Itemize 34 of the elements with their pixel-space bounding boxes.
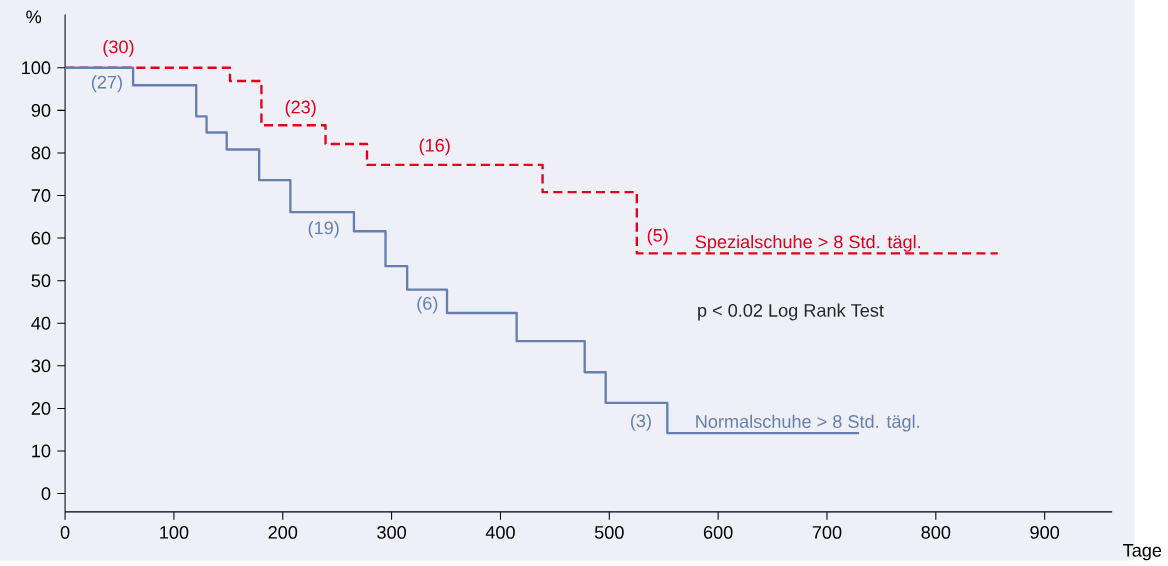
x-tick-label: 200: [268, 525, 298, 539]
x-tick-label: 300: [377, 525, 407, 539]
y-tick-label: 70: [31, 188, 51, 202]
annotation: p < 0.02 Log Rank Test: [698, 303, 884, 321]
series-label: Normalschuhe > 8 Std. tägl.: [696, 414, 919, 432]
annotation: (5): [647, 228, 668, 246]
y-tick-label: 90: [31, 103, 51, 117]
x-tick-label: 500: [594, 525, 624, 539]
y-tick-label: 50: [31, 274, 51, 287]
y-tick-label: 10: [32, 444, 51, 458]
annotation: (23): [285, 99, 316, 117]
series-label: Spezialschuhe > 8 Std. tägl.: [695, 234, 921, 252]
x-tick-label: 600: [703, 525, 733, 539]
annotation: (19): [308, 220, 339, 238]
x-axis-title: Tage: [1123, 543, 1162, 561]
y-tick-label: 30: [31, 359, 51, 373]
y-tick-label: 40: [31, 316, 51, 330]
x-tick-label: 800: [921, 525, 951, 539]
y-tick-label: 0: [41, 486, 51, 500]
annotation: (30): [103, 39, 134, 57]
x-tick-label: 700: [812, 525, 842, 539]
x-tick-label: 100: [160, 525, 189, 539]
y-tick-label: 60: [31, 231, 51, 245]
y-axis-title: %: [26, 10, 42, 23]
y-tick-label: 100: [22, 61, 51, 75]
annotation: (16): [419, 138, 450, 156]
annotation: (3): [631, 413, 651, 431]
y-tick-label: 80: [31, 146, 51, 160]
x-tick-label: 400: [485, 525, 515, 539]
annotation: (6): [417, 296, 438, 314]
x-tick-label: 900: [1030, 525, 1060, 539]
annotation: (27): [91, 75, 122, 92]
y-tick-label: 20: [31, 401, 51, 415]
x-tick-label: 0: [60, 525, 70, 539]
